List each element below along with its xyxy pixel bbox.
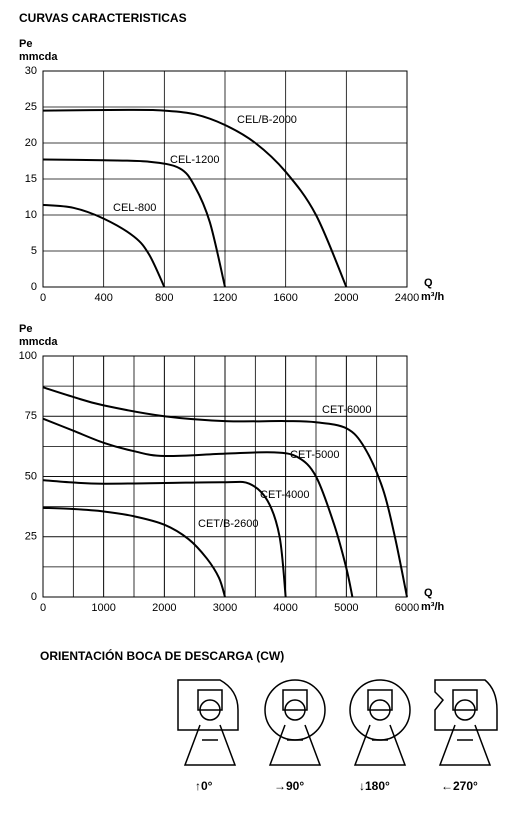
series-label: CEL-800 (113, 202, 156, 214)
y-tick-label: 0 (31, 591, 37, 603)
y-tick-label: 0 (31, 281, 37, 293)
series-label: CET/B-2600 (198, 518, 259, 530)
orientation-label: ↓180° (359, 779, 390, 793)
x-axis-label: Q (424, 277, 433, 289)
series-line (42, 386, 408, 598)
orientation-title: ORIENTACIÓN BOCA DE DESCARGA (CW) (40, 648, 284, 663)
fan-icon (434, 679, 498, 766)
series-label: CET-4000 (260, 489, 310, 501)
orientation-label: →90° (274, 779, 304, 793)
y-tick-label: 100 (19, 350, 37, 362)
series-label: CEL/B-2000 (237, 114, 297, 126)
x-tick-label: 5000 (334, 602, 358, 614)
series-line (42, 506, 226, 598)
x-tick-label: 400 (94, 292, 112, 304)
y-tick-label: 15 (25, 173, 37, 185)
y-tick-label: 75 (25, 410, 37, 422)
x-tick-label: 2000 (152, 602, 176, 614)
x-tick-label: 800 (155, 292, 173, 304)
orientation-icons (177, 679, 498, 766)
y-tick-label: 20 (25, 137, 37, 149)
y-tick-label: 25 (25, 101, 37, 113)
x-tick-label: 1600 (273, 292, 297, 304)
y-tick-label: 10 (25, 209, 37, 221)
orientation-label: ↑0° (195, 779, 213, 793)
fan-icon (349, 679, 411, 766)
x-axis-label: Q (424, 587, 433, 599)
y-tick-label: 5 (31, 245, 37, 257)
page-title: CURVAS CARACTERISTICAS (19, 11, 187, 25)
x-tick-label: 3000 (213, 602, 237, 614)
x-tick-label: 1200 (213, 292, 237, 304)
series-label: CET-6000 (322, 404, 372, 416)
series-line (42, 203, 166, 288)
x-tick-label: 0 (40, 602, 46, 614)
y-tick-label: 25 (25, 531, 37, 543)
x-tick-label: 6000 (395, 602, 419, 614)
x-tick-label: 1000 (91, 602, 115, 614)
x-tick-label: 2400 (395, 292, 419, 304)
fan-icon (177, 679, 239, 766)
x-tick-label: 4000 (273, 602, 297, 614)
y-tick-label: 50 (25, 470, 37, 482)
series-label: CEL-1200 (170, 154, 220, 166)
x-tick-label: 0 (40, 292, 46, 304)
x-axis-unit: m³/h (421, 291, 445, 303)
y-axis-unit: mmcda (19, 51, 58, 63)
y-axis-label: Pe (19, 38, 32, 50)
x-tick-label: 2000 (334, 292, 358, 304)
series-label: CET-5000 (290, 449, 340, 461)
y-axis-unit: mmcda (19, 336, 58, 348)
x-axis-unit: m³/h (421, 601, 445, 613)
series-line (42, 479, 287, 598)
series-line (42, 108, 348, 288)
series-line (42, 158, 226, 288)
fan-icon (264, 679, 326, 766)
series-line (42, 417, 354, 598)
y-tick-label: 30 (25, 65, 37, 77)
y-axis-label: Pe (19, 323, 32, 335)
orientation-label: ←270° (441, 779, 478, 793)
